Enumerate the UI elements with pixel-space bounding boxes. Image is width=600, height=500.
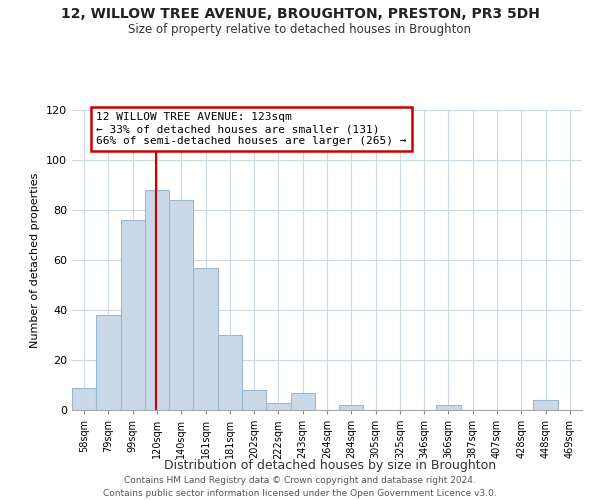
- Y-axis label: Number of detached properties: Number of detached properties: [31, 172, 40, 348]
- Bar: [72, 388, 96, 410]
- Text: Contains HM Land Registry data © Crown copyright and database right 2024.
Contai: Contains HM Land Registry data © Crown c…: [103, 476, 497, 498]
- Bar: [533, 400, 558, 410]
- Bar: [218, 335, 242, 410]
- Bar: [266, 402, 290, 410]
- Bar: [242, 390, 266, 410]
- Bar: [169, 200, 193, 410]
- Bar: [290, 392, 315, 410]
- Text: Distribution of detached houses by size in Broughton: Distribution of detached houses by size …: [164, 460, 496, 472]
- Text: 12, WILLOW TREE AVENUE, BROUGHTON, PRESTON, PR3 5DH: 12, WILLOW TREE AVENUE, BROUGHTON, PREST…: [61, 8, 539, 22]
- Bar: [339, 405, 364, 410]
- Bar: [145, 190, 169, 410]
- Bar: [96, 315, 121, 410]
- Text: 12 WILLOW TREE AVENUE: 123sqm
← 33% of detached houses are smaller (131)
66% of : 12 WILLOW TREE AVENUE: 123sqm ← 33% of d…: [96, 112, 407, 146]
- Bar: [121, 220, 145, 410]
- Text: Size of property relative to detached houses in Broughton: Size of property relative to detached ho…: [128, 22, 472, 36]
- Bar: [436, 405, 461, 410]
- Bar: [193, 268, 218, 410]
